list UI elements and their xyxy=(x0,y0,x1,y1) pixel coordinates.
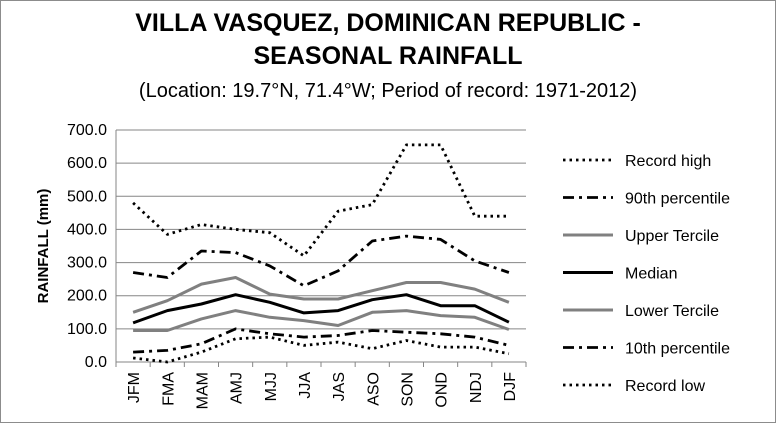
y-tick-label: 600.0 xyxy=(67,155,107,172)
y-tick-label: 700.0 xyxy=(67,122,107,139)
x-tick-label: JJA xyxy=(297,372,314,399)
legend-label: 10th percentile xyxy=(625,341,730,358)
x-tick-label: SON xyxy=(399,372,416,407)
legend-label: Record high xyxy=(625,153,711,170)
series-line-upper-tercile xyxy=(132,276,510,314)
x-tick-label: OND xyxy=(434,372,451,408)
legend-label: Upper Tercile xyxy=(625,228,719,245)
series-line-90th-percentile xyxy=(132,234,510,288)
x-tick-label: JFM xyxy=(126,372,143,403)
y-tick-label: 400.0 xyxy=(67,221,107,238)
axes: 0.0 100.0 200.0 300.0 400.0 500.0 600.0 700.0 JF… xyxy=(67,122,527,409)
x-tick-label: ASO xyxy=(365,372,382,406)
y-tick-label: 100.0 xyxy=(67,321,107,338)
x-tick-label: AMJ xyxy=(229,372,246,404)
y-tick-label: 200.0 xyxy=(67,288,107,305)
y-tick-label: 0.0 xyxy=(85,354,107,371)
series-line-10th-percentile xyxy=(133,327,510,354)
y-tick-label: 500.0 xyxy=(67,188,107,205)
legend-label: 90th percentile xyxy=(625,191,730,208)
legend: Record high 90th percentile Upper Tercile M… xyxy=(563,153,730,395)
series-line-record-high xyxy=(132,143,509,258)
x-tick-label: FMA xyxy=(160,372,177,406)
legend-label: Median xyxy=(625,266,677,283)
x-tick-label: MAM xyxy=(194,372,211,409)
series-lines xyxy=(132,143,510,364)
chart-title-line-2: SEASONAL RAINFALL xyxy=(254,42,523,70)
series-line-lower-tercile xyxy=(133,309,510,332)
chart-title-line-1: VILLA VASQUEZ, DOMINICAN REPUBLIC - xyxy=(135,9,641,37)
legend-label: Record low xyxy=(625,378,705,395)
legend-label: Lower Tercile xyxy=(625,303,719,320)
x-tick-label: DJF xyxy=(502,372,519,402)
y-tick-label: 300.0 xyxy=(67,255,107,272)
chart-subtitle: (Location: 19.7°N, 71.4°W; Period of rec… xyxy=(139,80,637,102)
y-axis-title: RAINFALL (mm) xyxy=(35,189,52,304)
x-tick-label: JAS xyxy=(331,372,348,401)
x-tick-label: NDJ xyxy=(468,372,485,403)
series-line-record-low xyxy=(132,335,510,364)
series-line-median xyxy=(132,293,510,325)
x-tick-label: MJJ xyxy=(263,372,280,401)
